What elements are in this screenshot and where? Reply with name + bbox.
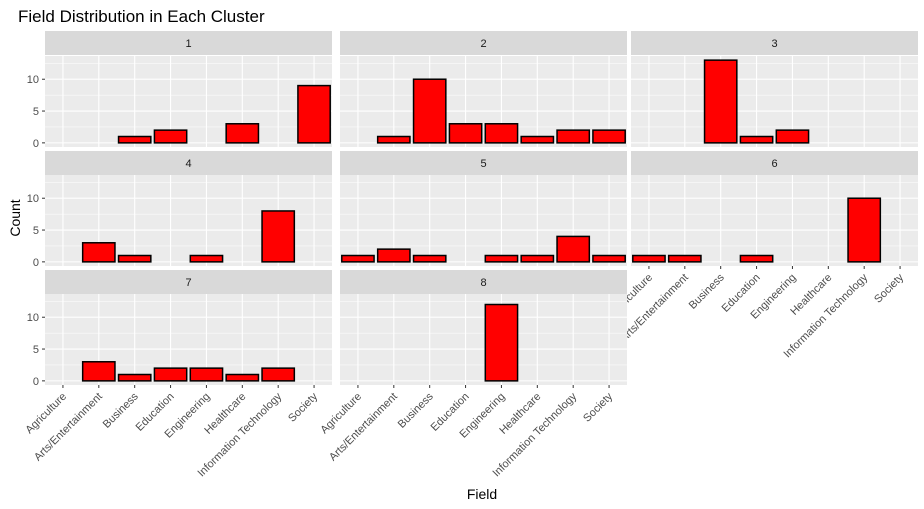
bar — [520, 135, 555, 144]
bar — [847, 197, 882, 263]
facet-strip — [340, 31, 627, 55]
x-tick-label: Arts/Entertainment — [32, 391, 105, 464]
facet-strip — [340, 270, 627, 294]
panel-background — [631, 56, 918, 147]
y-tick-label: 10 — [27, 193, 39, 205]
facet-strip-label: 5 — [480, 158, 486, 170]
bar — [703, 59, 738, 144]
chart-title: Field Distribution in Each Cluster — [18, 7, 265, 26]
bar — [153, 367, 188, 382]
x-tick-label: Arts/Entertainment — [618, 272, 691, 345]
facet-strip-label: 8 — [480, 277, 486, 289]
bar — [520, 254, 555, 263]
bar — [592, 254, 626, 263]
facet-strip-label: 3 — [771, 38, 777, 50]
bar — [556, 129, 591, 144]
y-tick-label: 5 — [33, 344, 39, 356]
facet-strip — [631, 31, 918, 55]
bar — [667, 254, 702, 263]
bar — [484, 254, 519, 263]
facet-strip-label: 6 — [771, 158, 777, 170]
facet-strip — [45, 270, 332, 294]
y-tick-label: 10 — [27, 74, 39, 86]
bar — [775, 129, 810, 144]
facet-strip — [45, 31, 332, 55]
bar — [376, 135, 411, 144]
bar — [484, 123, 519, 144]
y-tick-label: 0 — [33, 376, 39, 388]
bar — [189, 367, 224, 382]
x-tick-label: Arts/Entertainment — [327, 391, 400, 464]
y-tick-label: 10 — [27, 312, 39, 324]
bar — [376, 248, 411, 263]
facet-strip-label: 4 — [185, 158, 191, 170]
x-axis-title: Field — [467, 486, 497, 502]
bar — [261, 367, 296, 382]
bar — [261, 210, 296, 263]
bar — [448, 123, 483, 144]
facet-strip-label: 1 — [185, 38, 191, 50]
bar — [297, 84, 331, 144]
bar — [153, 129, 188, 144]
x-tick-label: Society — [581, 390, 615, 424]
bar — [412, 78, 447, 144]
y-tick-label: 5 — [33, 106, 39, 118]
y-tick-label: 5 — [33, 225, 39, 237]
y-tick-label: 0 — [33, 257, 39, 269]
facet-strip-label: 7 — [185, 277, 191, 289]
bar — [739, 254, 774, 263]
facet-strip — [631, 151, 918, 175]
bar — [81, 361, 116, 382]
bar — [225, 123, 260, 144]
bar — [81, 242, 116, 263]
bar — [556, 235, 591, 263]
panel-background — [45, 56, 332, 147]
bar — [739, 135, 774, 144]
facet-strip — [45, 151, 332, 175]
bar — [189, 254, 224, 263]
y-tick-label: 0 — [33, 138, 39, 150]
y-axis-title: Count — [7, 199, 23, 236]
bar — [117, 254, 152, 263]
x-tick-label: Society — [872, 271, 906, 305]
bar — [225, 373, 260, 382]
bar — [484, 303, 519, 382]
panel-background — [340, 294, 627, 385]
bar — [117, 373, 152, 382]
bar — [412, 254, 447, 263]
bar — [592, 129, 626, 144]
x-tick-label: Society — [286, 390, 320, 424]
bar — [632, 254, 666, 263]
bar — [341, 254, 375, 263]
facet-strip — [340, 151, 627, 175]
bar — [117, 135, 152, 144]
facet-strip-label: 2 — [480, 38, 486, 50]
